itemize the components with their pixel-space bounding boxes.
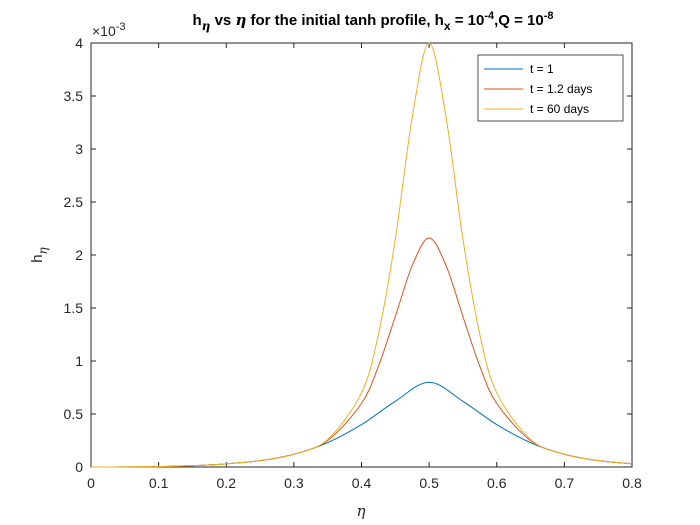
title-part: η <box>235 11 246 29</box>
title-part: h <box>193 12 202 29</box>
title-part: x <box>444 19 451 33</box>
y-tick-label: 4 <box>75 35 83 51</box>
x-tick-label: 0.7 <box>555 475 575 491</box>
title-part: vs <box>210 12 235 29</box>
title-part: η <box>202 19 211 33</box>
y-tick-label: 2 <box>75 247 83 263</box>
x-tick-label: 0.2 <box>217 475 237 491</box>
x-tick-labels: 0 0.1 0.2 0.3 0.4 0.5 0.6 0.7 0.8 <box>87 475 642 491</box>
legend-label: t = 1 <box>530 62 554 76</box>
y-tick-label: 3.5 <box>64 88 84 104</box>
title-part: = 10 <box>451 12 485 29</box>
x-tick-label: 0.1 <box>149 475 169 491</box>
x-tick-label: 0.3 <box>284 475 304 491</box>
x-axis-label: η <box>357 502 366 520</box>
y-label-part: h <box>29 254 46 262</box>
y-tick-labels: 0 0.5 1 1.5 2 2.5 3 3.5 4 <box>64 35 84 475</box>
y-multiplier-exp: -3 <box>116 21 126 33</box>
y-label-part: η <box>36 246 50 254</box>
x-tick-label: 0.5 <box>419 475 439 491</box>
x-tick-label: 0.8 <box>622 475 642 491</box>
x-tick-label: 0.6 <box>487 475 507 491</box>
title-part: ,Q = 10 <box>494 12 544 29</box>
chart-title: hη vs η for the initial tanh profile, hx… <box>193 10 554 33</box>
x-tick-label: 0.4 <box>352 475 372 491</box>
legend: t = 1 t = 1.2 days t = 60 days <box>477 54 624 122</box>
series-lines <box>90 42 633 468</box>
axis-ticks <box>90 42 633 468</box>
y-tick-label: 3 <box>75 141 83 157</box>
series-line-3 <box>90 42 633 468</box>
y-tick-label: 1.5 <box>64 300 84 316</box>
y-tick-label: 0 <box>75 459 83 475</box>
title-part: -8 <box>544 10 554 22</box>
y-multiplier: ×10-3 <box>92 21 126 39</box>
title-part: for the initial tanh profile, h <box>246 12 444 29</box>
legend-label: t = 60 days <box>530 102 589 116</box>
y-tick-label: 0.5 <box>64 406 84 422</box>
y-tick-label: 2.5 <box>64 194 84 210</box>
legend-label: t = 1.2 days <box>530 82 592 96</box>
y-axis-label: hη <box>29 246 50 262</box>
y-tick-label: 1 <box>75 353 83 369</box>
legend-box <box>477 54 624 122</box>
legend-items: t = 1 t = 1.2 days t = 60 days <box>484 62 592 116</box>
x-tick-label: 0 <box>87 475 95 491</box>
title-part: -4 <box>484 10 495 22</box>
y-multiplier-base: ×10 <box>92 23 116 39</box>
